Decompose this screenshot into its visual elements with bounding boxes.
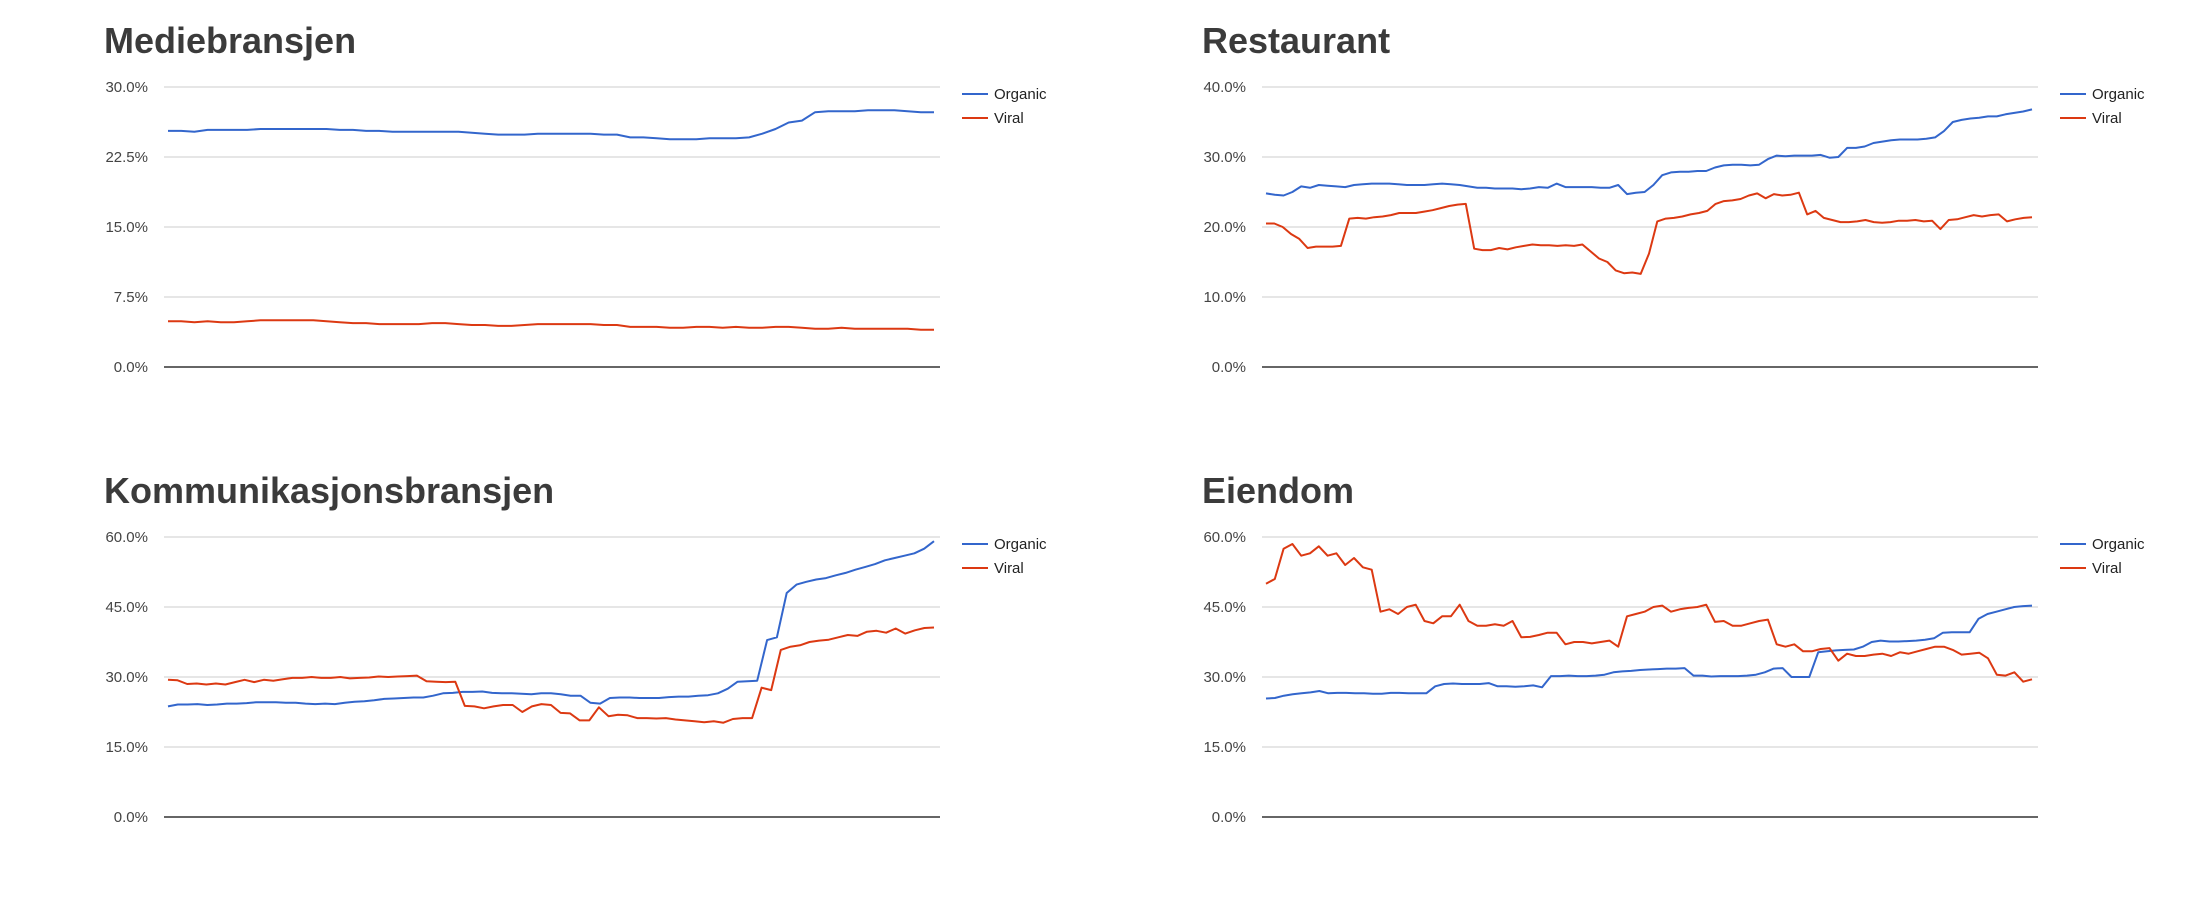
series-line-viral (1265, 543, 2033, 683)
series-line-organic (168, 109, 934, 141)
chart-panel-eiendom: Eiendom 0.0% 15.0% 30.0% 45.0% 60.0% Organic V… (1098, 450, 2196, 900)
y-tick-label: 45.0% (1203, 599, 1246, 616)
y-tick-label: 15.0% (105, 219, 148, 236)
y-tick-label: 40.0% (1203, 79, 1246, 96)
series-line-organic (167, 540, 935, 708)
y-tick-label: 15.0% (105, 739, 148, 756)
legend-label-viral: Viral (2092, 110, 2122, 127)
chart-title: Kommunikasjonsbransjen (104, 470, 555, 511)
legend-label-viral: Viral (2092, 560, 2122, 577)
y-tick-label: 45.0% (105, 599, 148, 616)
legend-label-viral: Viral (994, 110, 1024, 127)
y-tick-label: 30.0% (105, 79, 148, 96)
legend-label-organic: Organic (2092, 86, 2145, 103)
chart-title: Eiendom (1202, 470, 1355, 511)
series-line-viral (1266, 191, 2033, 275)
chart-title: Mediebransjen (104, 20, 357, 61)
legend-label-organic: Organic (2092, 536, 2145, 553)
series-line-viral (167, 626, 935, 724)
y-tick-label: 0.0% (114, 809, 148, 826)
y-tick-label: 15.0% (1203, 739, 1246, 756)
y-tick-label: 20.0% (1203, 219, 1246, 236)
y-tick-label: 0.0% (114, 359, 148, 376)
y-tick-label: 10.0% (1203, 289, 1246, 306)
chart-panel-restaurant: Restaurant 0.0% 10.0% 20.0% 30.0% 40.0% Organ… (1098, 0, 2196, 450)
line-chart-kommunikasjonsbransjen: 0.0% 15.0% 30.0% 45.0% 60.0% Organic Viral (105, 529, 1047, 826)
y-tick-label: 30.0% (1203, 669, 1246, 686)
chart-panel-mediebransjen: Mediebransjen 0.0% 7.5% 15.0% 22.5% 30.0% Org… (0, 0, 1098, 450)
y-tick-label: 60.0% (1203, 529, 1246, 546)
y-tick-label: 0.0% (1212, 809, 1246, 826)
y-tick-label: 30.0% (105, 669, 148, 686)
y-tick-label: 0.0% (1212, 359, 1246, 376)
legend-label-viral: Viral (994, 560, 1024, 577)
y-tick-label: 60.0% (105, 529, 148, 546)
line-chart-eiendom: 0.0% 15.0% 30.0% 45.0% 60.0% Organic Viral (1203, 529, 2145, 826)
legend-label-organic: Organic (994, 86, 1047, 103)
line-chart-restaurant: 0.0% 10.0% 20.0% 30.0% 40.0% Organic Viral (1203, 79, 2145, 376)
chart-title: Restaurant (1202, 20, 1391, 61)
chart-panel-kommunikasjonsbransjen: Kommunikasjonsbransjen 0.0% 15.0% 30.0% 45.… (0, 450, 1098, 900)
series-line-organic (1265, 604, 2033, 700)
series-line-viral (168, 319, 934, 331)
y-tick-label: 30.0% (1203, 149, 1246, 166)
line-chart-mediebransjen: 0.0% 7.5% 15.0% 22.5% 30.0% Organic Viral (105, 79, 1047, 376)
y-tick-label: 7.5% (114, 289, 148, 306)
y-tick-label: 22.5% (105, 149, 148, 166)
series-line-organic (1265, 108, 2033, 197)
legend-label-organic: Organic (994, 536, 1047, 553)
